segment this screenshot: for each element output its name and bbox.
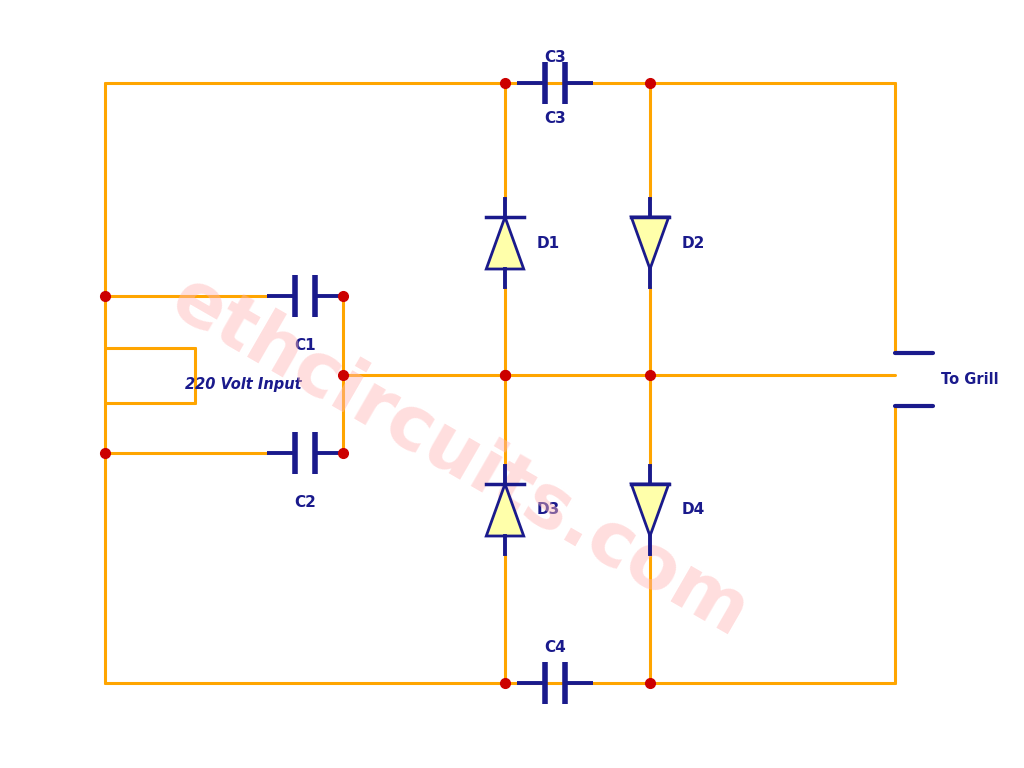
Text: C1: C1 — [294, 338, 315, 353]
Text: C3: C3 — [544, 50, 566, 65]
Text: D4: D4 — [682, 502, 706, 518]
Polygon shape — [486, 217, 523, 269]
Text: D3: D3 — [537, 502, 560, 518]
Text: 220 Volt Input: 220 Volt Input — [185, 377, 302, 392]
Polygon shape — [631, 217, 669, 269]
Text: D1: D1 — [537, 236, 560, 250]
Text: C4: C4 — [544, 640, 566, 655]
Polygon shape — [631, 484, 669, 536]
Text: To Grill: To Grill — [941, 372, 998, 387]
Polygon shape — [486, 484, 523, 536]
Text: C3: C3 — [544, 111, 566, 126]
Text: C2: C2 — [294, 495, 316, 510]
Text: ethcircuits.com: ethcircuits.com — [159, 263, 762, 653]
Text: D2: D2 — [682, 236, 706, 250]
